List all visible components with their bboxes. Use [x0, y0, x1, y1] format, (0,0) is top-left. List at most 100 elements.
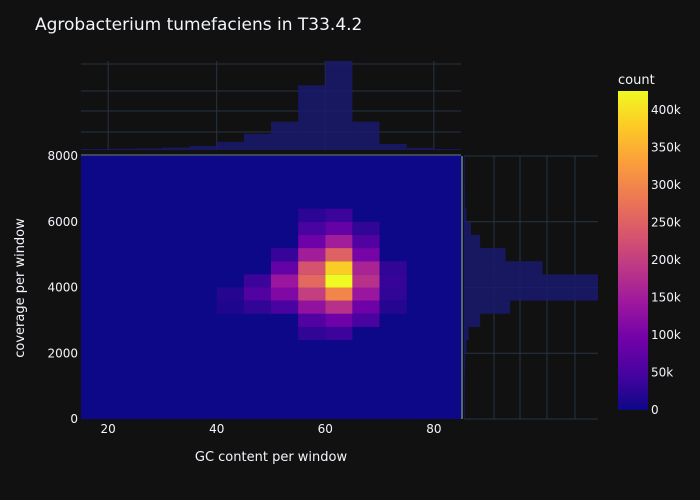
heatmap-cell-4 — [216, 300, 244, 314]
marginal-y-bar-15 — [464, 208, 467, 222]
heatmap-cell-32 — [352, 287, 380, 301]
heatmap-cell-40 — [379, 274, 407, 288]
heatmap-cell-22 — [325, 300, 353, 314]
y-tick-label-1: 2000 — [47, 346, 78, 360]
heatmap-cell-35 — [352, 248, 380, 262]
colorbar-ticks: 0 50k 100k 150k 200k 250k 300k 350k 400k — [651, 103, 681, 417]
marginal-x-histogram — [81, 61, 461, 150]
colorbar-tick-label-6: 300k — [651, 178, 681, 192]
marginal-x-bar-13 — [433, 148, 461, 150]
marginal-y-bar-10 — [464, 274, 598, 288]
x-tick-label-3: 80 — [426, 422, 441, 436]
colorbar-tick-label-4: 200k — [651, 253, 681, 267]
marginal-y-bar-3 — [464, 366, 465, 380]
heatmap-cell-3 — [216, 287, 244, 301]
heatmap-cell-18 — [298, 221, 326, 235]
colorbar-tick-label-3: 150k — [651, 290, 681, 304]
colorbar — [618, 91, 648, 410]
marginal-x-bar-3 — [162, 147, 190, 150]
heatmap-cell-1 — [243, 274, 271, 288]
marginal-y-bar-9 — [464, 287, 598, 301]
x-axis-label: GC content per window — [195, 450, 348, 465]
y-tick-label-0: 0 — [70, 412, 78, 426]
heatmap-cell-20 — [325, 326, 353, 341]
marginal-y-bar-1 — [464, 392, 465, 406]
marginal-y-bar-13 — [464, 234, 481, 249]
heatmap-cell-29 — [325, 208, 353, 222]
heatmap-cell-31 — [352, 300, 380, 314]
heatmap-cell-12 — [298, 300, 326, 314]
marginal-y-bar-19 — [464, 156, 465, 170]
colorbar-title: count — [618, 73, 655, 88]
marginal-y-histogram — [464, 156, 598, 419]
marginal-x-bar-10 — [352, 121, 380, 150]
marginal-y-bar-7 — [464, 313, 481, 327]
chart-title: Agrobacterium tumefaciens in T33.4.2 — [35, 15, 362, 35]
colorbar-tick-label-0: 0 — [651, 403, 659, 417]
heatmap-cell-17 — [298, 234, 326, 249]
heatmap-cell-9 — [271, 248, 299, 262]
marginal-x-bar-12 — [406, 147, 434, 150]
heatmap-cell-26 — [325, 248, 353, 262]
heatmap-cell-37 — [352, 221, 380, 235]
heatmap-cell-6 — [271, 287, 299, 301]
marginal-x-bar-8 — [298, 85, 326, 150]
heatmap-cell-19 — [298, 208, 326, 222]
heatmap-cell-34 — [352, 261, 380, 275]
marginal-x-bar-6 — [243, 133, 271, 150]
heatmap-cell-10 — [298, 326, 326, 341]
marginal-x-bar-5 — [216, 141, 244, 150]
marginal-y-bar-11 — [464, 261, 543, 275]
heatmap-cell-25 — [325, 261, 353, 275]
y-tick-label-4: 8000 — [47, 149, 78, 163]
marginal-y-bar-2 — [464, 379, 465, 393]
marginal-y-bar-5 — [464, 340, 467, 354]
marginal-x-bar-0 — [81, 148, 109, 150]
colorbar-tick-label-8: 400k — [651, 103, 681, 117]
heatmap-cell-27 — [325, 234, 353, 249]
marginal-y-bar-0 — [464, 405, 465, 419]
marginal-y-bar-12 — [464, 248, 506, 262]
heatmap-cell-21 — [325, 313, 353, 327]
heatmap-cell-23 — [325, 287, 353, 301]
heatmap-cell-24 — [325, 274, 353, 288]
marginal-x-bar-4 — [189, 145, 217, 150]
heatmap-cell-0 — [243, 287, 271, 301]
heatmap-cell-5 — [271, 300, 299, 314]
colorbar-tick-label-5: 250k — [651, 215, 681, 229]
marginal-y-bar-16 — [464, 195, 466, 209]
x-tick-label-0: 20 — [101, 422, 116, 436]
heatmap — [81, 154, 463, 419]
heatmap-cell-14 — [298, 274, 326, 288]
heatmap-cell-16 — [298, 248, 326, 262]
heatmap-cell-39 — [379, 287, 407, 301]
y-tick-label-2: 4000 — [47, 281, 78, 295]
colorbar-tick-label-1: 50k — [651, 365, 673, 379]
marginal-y-bar-4 — [464, 353, 466, 367]
heatmap-cell-38 — [379, 300, 407, 314]
x-tick-label-1: 40 — [209, 422, 224, 436]
marginal-x-bar-9 — [325, 61, 353, 150]
y-axis-ticks: 0 2000 4000 6000 8000 — [47, 149, 78, 426]
heatmap-cell-36 — [352, 234, 380, 249]
marginal-y-bar-14 — [464, 221, 471, 235]
x-tick-label-2: 60 — [318, 422, 333, 436]
marginal-x-bar-1 — [108, 148, 136, 150]
heatmap-cell-11 — [298, 313, 326, 327]
heatmap-cell-15 — [298, 261, 326, 275]
marginal-y-bar-18 — [464, 169, 465, 183]
y-tick-label-3: 6000 — [47, 215, 78, 229]
heatmap-cell-41 — [379, 261, 407, 275]
heatmap-cell-28 — [325, 221, 353, 235]
x-axis-ticks: 20 40 60 80 — [101, 422, 442, 436]
marginal-x-bar-11 — [379, 143, 407, 150]
colorbar-tick-label-7: 350k — [651, 140, 681, 154]
heatmap-cell-33 — [352, 274, 380, 288]
marginal-x-bar-2 — [135, 148, 163, 150]
y-axis-label: coverage per window — [13, 218, 28, 358]
marginal-y-bar-6 — [464, 326, 469, 341]
heatmap-cell-8 — [271, 261, 299, 275]
colorbar-tick-label-2: 100k — [651, 328, 681, 342]
heatmap-cell-13 — [298, 287, 326, 301]
